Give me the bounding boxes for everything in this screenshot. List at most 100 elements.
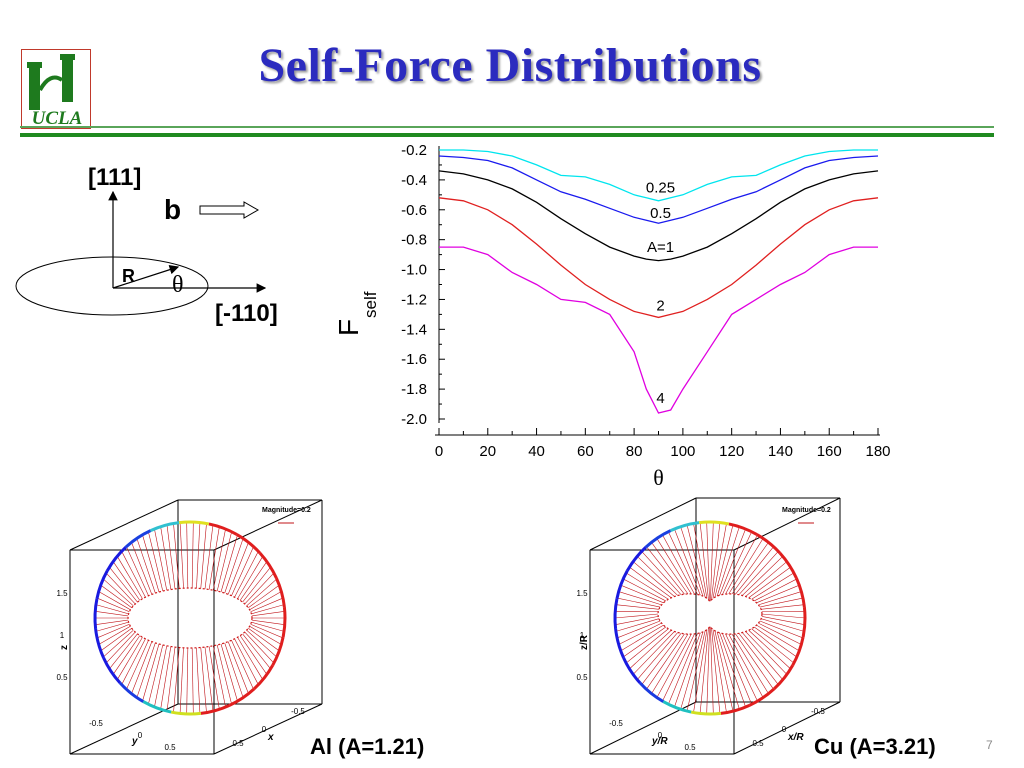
- force-arrow: [237, 637, 264, 680]
- y-tick-label: -1.6: [401, 351, 427, 368]
- force-arrow: [625, 572, 669, 600]
- force-arrow: [234, 551, 259, 598]
- force-arrow: [641, 633, 682, 685]
- force-arrow: [618, 622, 662, 645]
- force-arrow: [148, 531, 164, 592]
- force-arrow: [116, 637, 143, 680]
- force-arrow: [148, 644, 164, 705]
- force-arrow: [620, 624, 664, 652]
- magnitude-label: Magnitude=0.2: [782, 507, 831, 514]
- cube-edge: [733, 497, 841, 551]
- y-axis-label: y/R: [651, 736, 668, 747]
- y-tick-label: -0.8: [401, 232, 427, 249]
- x-tick-label: -0.5: [291, 707, 305, 716]
- force-arrow: [100, 628, 132, 652]
- y-tick-label: -0.5: [89, 719, 103, 728]
- force-arrow: [680, 526, 704, 597]
- y-tick-label: 0: [138, 731, 143, 740]
- x-tick-label: 0: [262, 725, 267, 734]
- y-axis-label: y: [131, 736, 138, 747]
- dislocation-ring-segment: [94, 628, 105, 659]
- dislocation-ring-segment: [755, 533, 782, 555]
- dislocation-ring-segment: [615, 570, 629, 600]
- x-axis-label: x: [267, 732, 274, 743]
- dislocation-ring-segment: [235, 533, 262, 555]
- force-arrow: [632, 631, 675, 675]
- dislocation-ring-segment: [124, 529, 152, 549]
- force-arrow: [131, 542, 153, 595]
- series-line-4: [439, 246, 878, 414]
- dislocation-ring-segment: [208, 522, 238, 536]
- force-arrow: [251, 611, 285, 617]
- dislocation-ring-segment: [773, 664, 795, 690]
- y-tick-label: 0.5: [164, 743, 176, 752]
- force-tip-curve: [657, 593, 763, 635]
- force-arrow: [625, 628, 669, 664]
- dislocation-ring-segment: [614, 628, 625, 659]
- y-axis-label-subscript: self: [361, 291, 380, 318]
- force-arrow: [615, 618, 659, 632]
- force-arrow: [154, 645, 168, 708]
- force-arrow: [756, 624, 800, 652]
- x-tick-label: 120: [719, 443, 744, 460]
- force-arrow: [754, 626, 797, 658]
- force-arrow: [208, 646, 220, 710]
- dislocation-ring-segment: [795, 577, 806, 608]
- loop-ellipse: [15, 256, 209, 316]
- force-arrow: [706, 522, 710, 602]
- cu-3d-force-plot: Magnitude=0.2 1.5 1 0.5 z/R -0.5 0 0.5 y/R 0.5 0 -0…: [576, 497, 841, 755]
- dislocation-ring-segment: [699, 520, 730, 526]
- force-arrow: [131, 641, 153, 694]
- force-arrow: [109, 566, 138, 603]
- label-110: [-110]: [215, 300, 278, 327]
- force-arrow: [191, 522, 194, 589]
- series-line-a1: [438, 170, 879, 262]
- x-tick-label: 60: [577, 443, 594, 460]
- force-arrow: [710, 626, 714, 714]
- z-tick-label: 1: [60, 631, 65, 640]
- force-arrow: [98, 591, 131, 610]
- cube-edge: [589, 497, 697, 551]
- force-arrow: [244, 572, 275, 605]
- x-axis-label: θ: [653, 465, 664, 490]
- force-arrow: [725, 633, 758, 702]
- force-arrow: [212, 645, 226, 708]
- dislocation-ring-segment: [95, 570, 109, 600]
- force-arrow: [668, 531, 698, 595]
- force-arrow: [745, 561, 788, 597]
- force-arrow: [614, 613, 659, 619]
- force-arrow: [623, 578, 666, 602]
- dislocation-ring-segment: [720, 703, 751, 715]
- force-arrow: [96, 597, 130, 613]
- force-arrow: [629, 630, 672, 670]
- x-tick-label: 140: [768, 443, 793, 460]
- force-arrow: [731, 633, 769, 694]
- label-theta: θ: [172, 272, 184, 298]
- force-arrow: [618, 591, 662, 606]
- force-arrow: [105, 572, 136, 605]
- force-arrow: [617, 597, 661, 608]
- x-tick-label: 180: [865, 443, 890, 460]
- force-arrow: [200, 647, 207, 713]
- force-arrow: [623, 626, 666, 658]
- dislocation-ring-segment: [622, 657, 642, 684]
- force-arrow: [103, 629, 134, 658]
- force-arrow: [103, 578, 134, 607]
- x-tick-label: 0.5: [752, 739, 764, 748]
- force-arrow: [761, 618, 805, 632]
- force-arrow: [738, 551, 779, 595]
- force-arrow: [662, 534, 695, 595]
- y-tick-label: -0.4: [401, 172, 427, 189]
- force-arrow: [745, 631, 788, 675]
- cube-edge: [733, 701, 841, 755]
- label-radius: R: [122, 266, 135, 286]
- series-line-05: [438, 155, 879, 224]
- force-arrow: [725, 534, 758, 595]
- force-arrow: [227, 641, 249, 694]
- z-tick-label: 1.5: [576, 589, 588, 598]
- force-arrow: [154, 528, 168, 591]
- curve-label: 0.25: [646, 179, 675, 196]
- force-arrow: [204, 524, 214, 589]
- force-arrow: [620, 584, 664, 604]
- force-arrow: [714, 630, 734, 712]
